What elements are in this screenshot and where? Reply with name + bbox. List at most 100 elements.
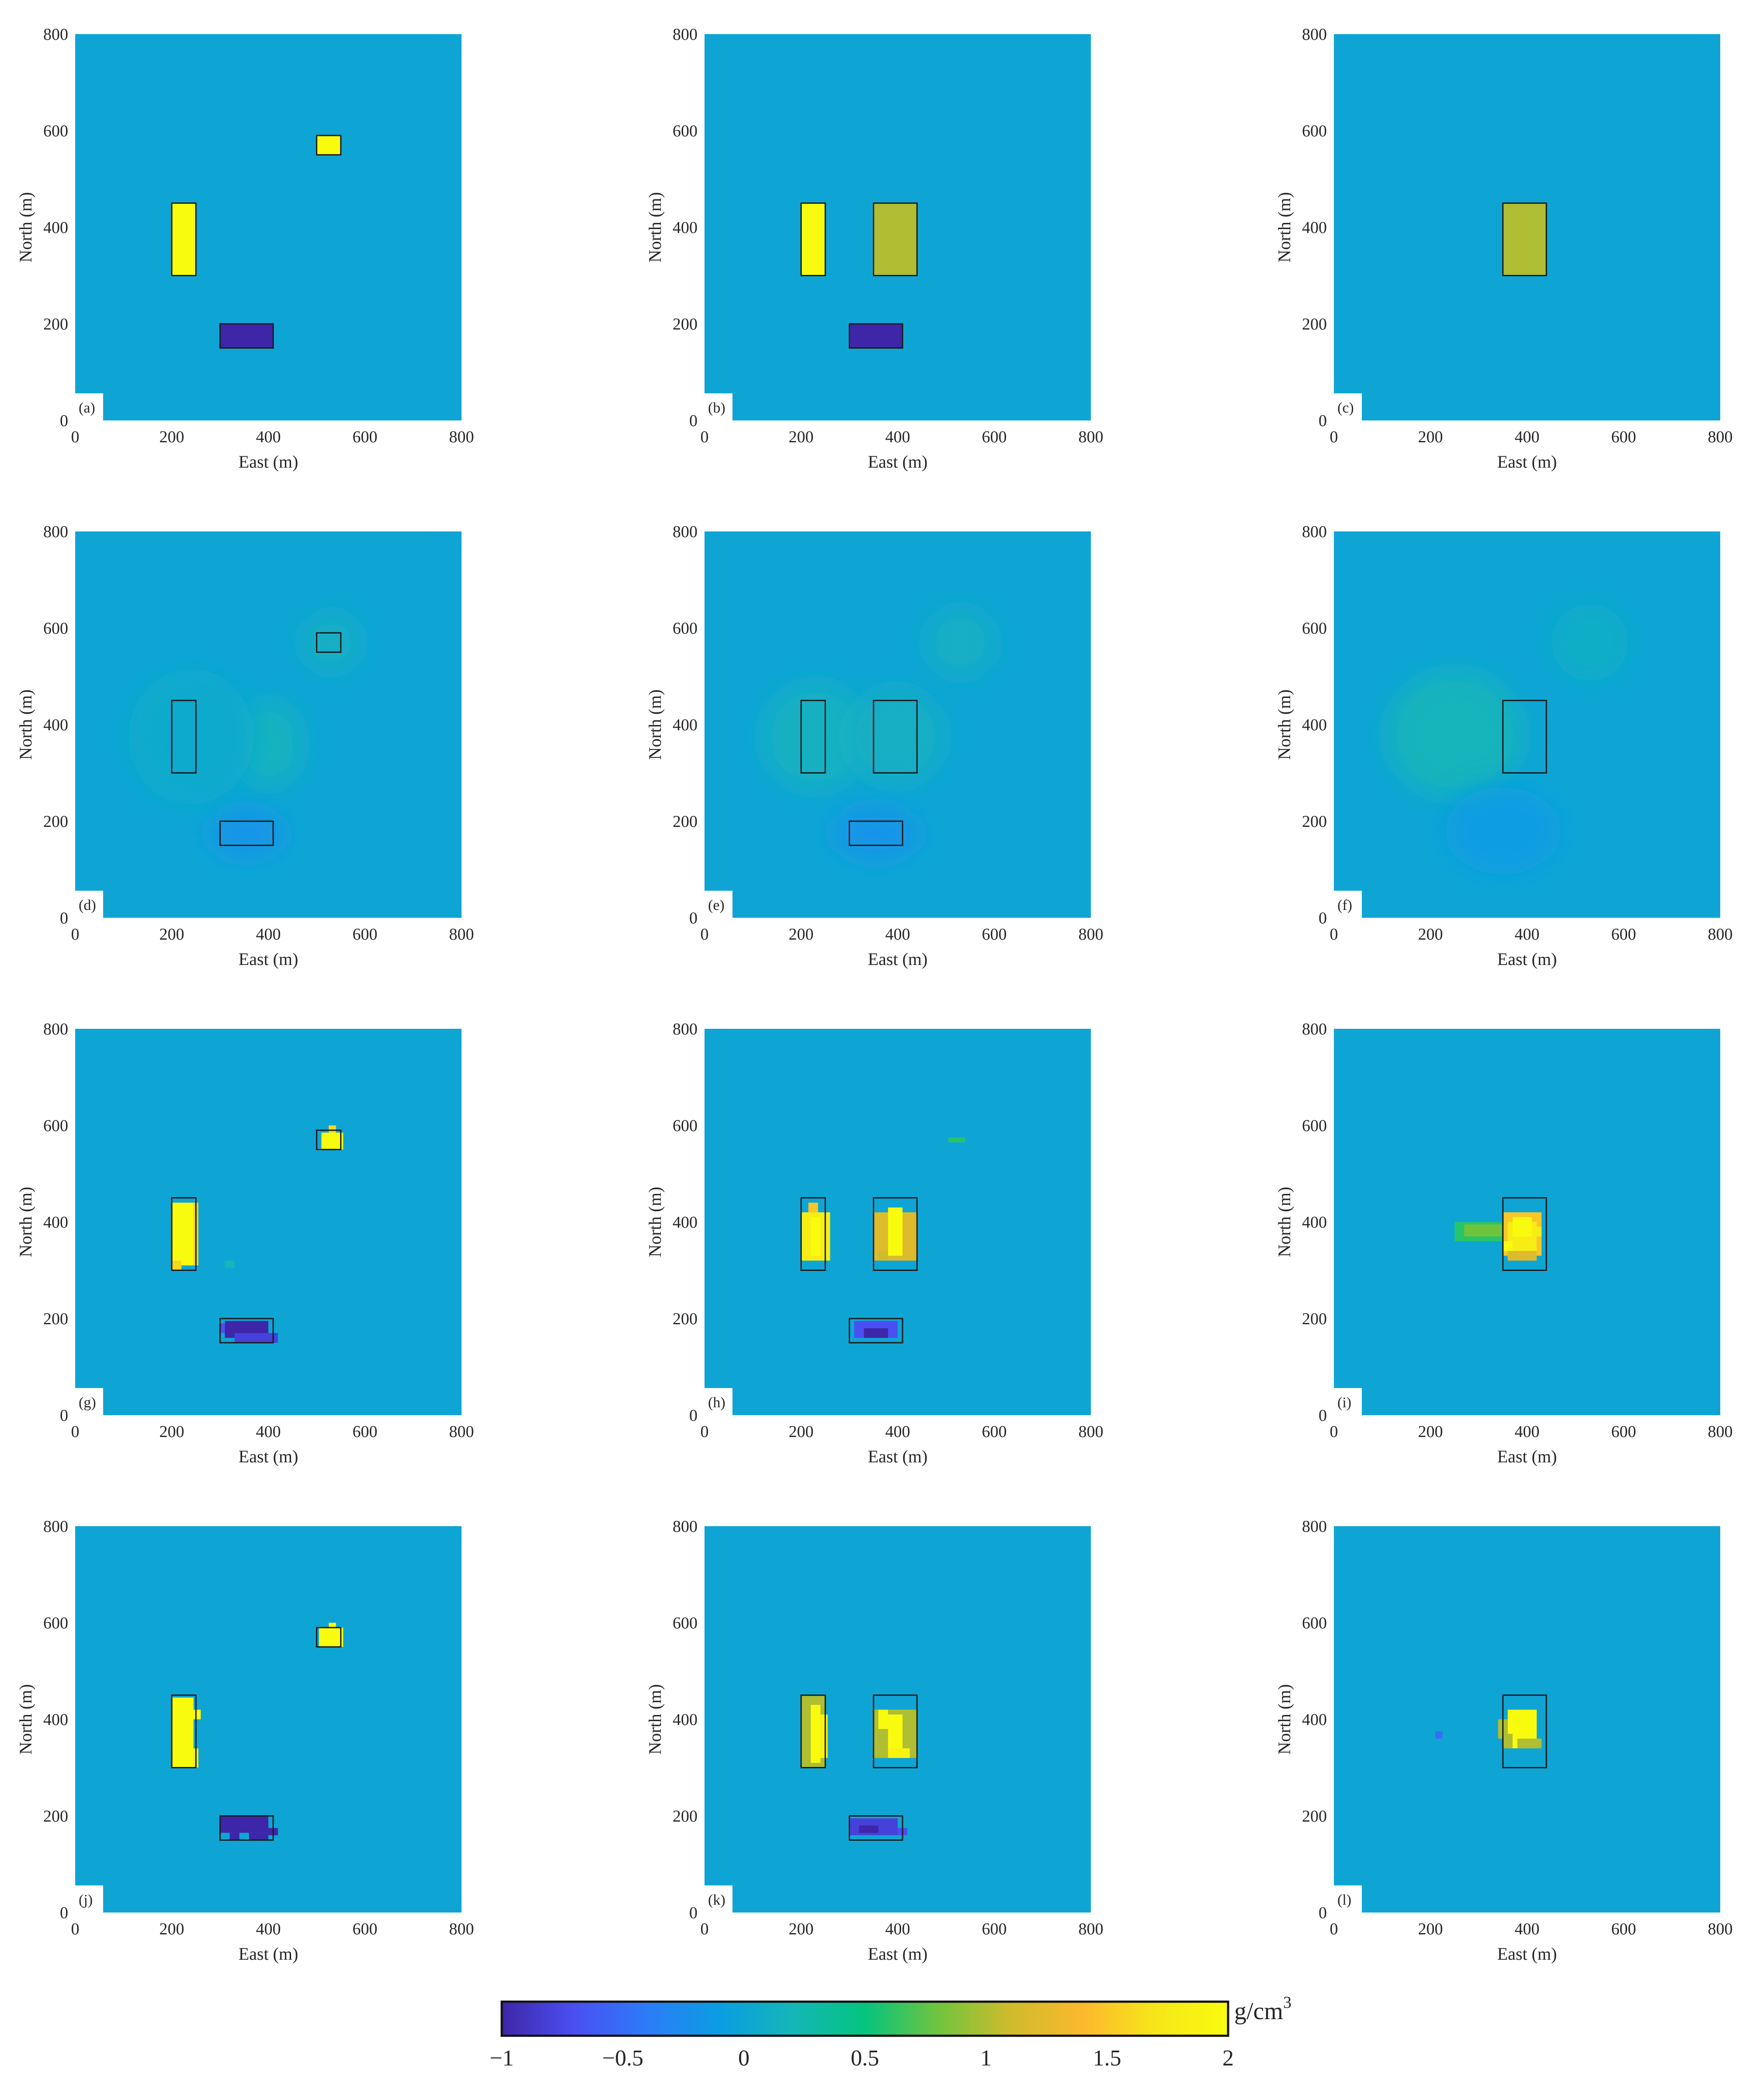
anomaly-blob <box>302 613 360 672</box>
density-cell <box>1503 1241 1513 1251</box>
density-cell <box>172 203 196 276</box>
y-axis-label: North (m) <box>16 192 35 262</box>
y-tick-label: 600 <box>1302 1614 1327 1632</box>
x-tick-label: 400 <box>256 428 281 446</box>
panel-c: (c) 0 200 400 600 800 0 200 400 600 800 East (m) Nor… <box>1274 25 1733 472</box>
panel-background <box>75 1029 462 1415</box>
true-body-outline <box>800 1694 826 1768</box>
x-tick-label: 600 <box>1611 1423 1636 1441</box>
y-tick-label: 400 <box>43 716 68 734</box>
x-tick-label: 600 <box>353 1920 378 1938</box>
panel-label-box <box>1334 1885 1362 1913</box>
panel-label: (j) <box>79 1892 93 1908</box>
x-tick-label: 800 <box>449 925 474 944</box>
x-tick-label: 400 <box>256 1423 281 1441</box>
y-axis-label: North (m) <box>645 1684 665 1754</box>
density-cell <box>225 1260 235 1268</box>
density-cell <box>801 203 826 276</box>
true-body-outline <box>219 1318 274 1343</box>
y-tick-label: 800 <box>43 1517 68 1536</box>
y-tick-label: 0 <box>1319 909 1327 927</box>
y-tick-label: 0 <box>689 909 698 927</box>
density-cell <box>172 1697 194 1768</box>
colorbar-ticks: −1 −0.5 0 0.5 1 1.5 2 <box>489 2046 1234 2071</box>
panel-label-box <box>75 393 103 420</box>
y-tick-label: 800 <box>43 523 68 541</box>
panel-label: (a) <box>79 400 95 416</box>
panel-label: (k) <box>708 1892 725 1908</box>
y-tick-label: 800 <box>1302 1020 1327 1038</box>
y-tick-label: 0 <box>689 412 698 430</box>
y-tick-label: 400 <box>1302 1711 1327 1729</box>
y-tick-label: 600 <box>43 1614 68 1632</box>
y-tick-label: 0 <box>60 1904 68 1922</box>
density-cell <box>329 1125 336 1133</box>
panel-label: (g) <box>79 1395 96 1411</box>
colorbar-tick-label: 1 <box>980 2046 992 2071</box>
y-tick-label: 800 <box>673 523 698 541</box>
panel-label-box <box>1334 1388 1362 1415</box>
colorbar-tick-label: 0 <box>738 2046 750 2071</box>
y-tick-label: 800 <box>1302 25 1327 44</box>
true-body-outline <box>1502 202 1547 276</box>
y-tick-label: 200 <box>673 315 698 333</box>
density-cell <box>859 1826 878 1833</box>
x-tick-label: 800 <box>1079 1423 1104 1441</box>
x-axis-label: East (m) <box>868 452 928 472</box>
y-tick-label: 200 <box>1302 1310 1327 1328</box>
x-tick-label: 400 <box>1515 1920 1540 1938</box>
x-axis-label: East (m) <box>868 949 928 969</box>
x-tick-label: 800 <box>1708 925 1733 944</box>
y-tick-label: 200 <box>43 1807 68 1826</box>
true-body-outline <box>800 1197 826 1271</box>
panel-k: (k) 0 200 400 600 800 0 200 400 600 800 East (m) Nor… <box>645 1517 1104 1964</box>
y-tick-label: 200 <box>673 1807 698 1826</box>
y-tick-label: 800 <box>1302 523 1327 541</box>
y-tick-label: 600 <box>673 1117 698 1135</box>
y-axis-label: North (m) <box>645 1187 665 1257</box>
density-cell <box>1435 1731 1443 1739</box>
density-cell <box>249 1833 268 1840</box>
true-body-outline <box>219 1815 274 1841</box>
panel-label: (e) <box>708 897 725 913</box>
density-cell <box>888 1714 903 1753</box>
true-body-outline <box>316 632 342 653</box>
panel-label-box <box>705 1388 732 1415</box>
x-tick-label: 0 <box>71 925 80 944</box>
x-tick-label: 0 <box>71 1423 80 1441</box>
panel-label-box <box>1334 891 1362 918</box>
true-body-outline <box>171 1197 197 1271</box>
x-tick-label: 400 <box>885 1920 910 1938</box>
true-body-outline <box>873 1197 918 1271</box>
y-tick-label: 800 <box>43 25 68 44</box>
density-cell <box>319 1628 344 1647</box>
density-cell <box>220 324 274 348</box>
anomaly-blob <box>1551 604 1629 681</box>
y-tick-label: 600 <box>43 619 68 638</box>
x-tick-label: 0 <box>701 1920 709 1938</box>
panel-j: (j) 0 200 400 600 800 0 200 400 600 800 East (m) Nor… <box>16 1517 474 1964</box>
density-cell <box>888 1748 910 1758</box>
y-tick-label: 800 <box>673 1517 698 1536</box>
panel-label: (c) <box>1337 400 1354 416</box>
panel-content <box>1435 1694 1547 1768</box>
y-tick-label: 0 <box>60 909 68 927</box>
x-axis-label: East (m) <box>239 452 299 472</box>
true-body-outline <box>800 700 826 774</box>
y-tick-label: 600 <box>673 1614 698 1632</box>
panel-l: (l) 0 200 400 600 800 0 200 400 600 800 East (m) Nor… <box>1274 1517 1733 1964</box>
x-tick-label: 800 <box>449 1920 474 1938</box>
panel-label: (h) <box>708 1395 725 1411</box>
x-tick-label: 400 <box>885 925 910 944</box>
panel-content <box>1454 1197 1547 1271</box>
true-body-outline <box>873 202 918 276</box>
x-tick-label: 600 <box>982 925 1007 944</box>
density-cell <box>329 1623 336 1628</box>
y-tick-label: 200 <box>1302 1807 1327 1826</box>
y-tick-label: 200 <box>1302 812 1327 831</box>
y-axis-label: North (m) <box>16 689 35 760</box>
colorbar-tick-label: 1.5 <box>1093 2046 1121 2071</box>
x-tick-label: 600 <box>353 428 378 446</box>
y-tick-label: 800 <box>1302 1517 1327 1536</box>
panel-content <box>800 202 918 349</box>
